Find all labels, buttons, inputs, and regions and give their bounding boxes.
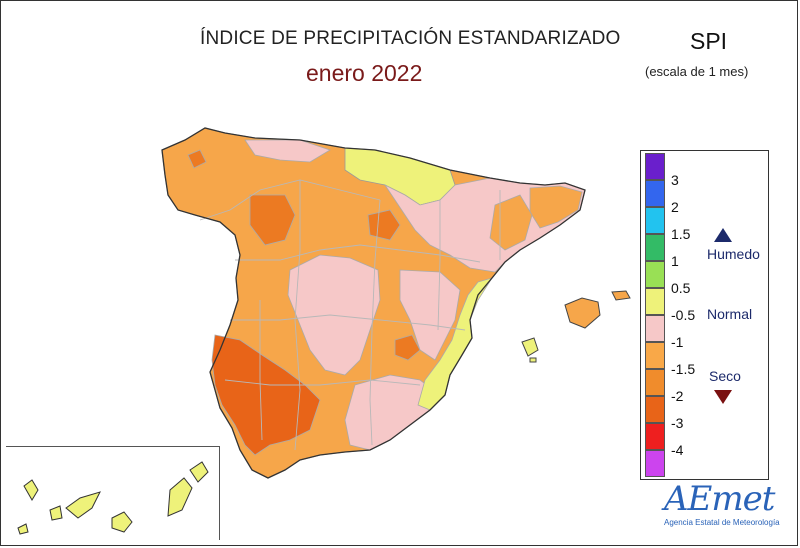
spi-legend: 3 2 1.5 1 0.5 -0.5 -1 -1.5 -2 -3 -4 Hume… [640, 150, 769, 480]
galicia-dry-patch [187, 149, 207, 169]
legend-tick: -0.5 [671, 307, 696, 323]
menorca-island [611, 290, 631, 301]
legend-tick: -1.5 [671, 361, 696, 377]
legend-swatch-3 [645, 234, 665, 261]
legend-tick: 0.5 [671, 280, 691, 296]
legend-swatch-6 [645, 315, 665, 342]
la-mancha-normal-region [399, 269, 461, 361]
ebro-dry-patch [489, 194, 533, 251]
legend-tick: -2 [671, 388, 684, 404]
canary-islands-inset [6, 446, 220, 540]
index-label: SPI [690, 28, 728, 54]
north-dry-patch [367, 209, 401, 241]
humid-category-label: Humedo [707, 246, 760, 262]
legend-swatch-9 [645, 396, 665, 423]
legend-tick: -4 [671, 442, 684, 458]
legend-swatch-7 [645, 342, 665, 369]
legend-swatch-1 [645, 180, 665, 207]
map-title: ÍNDICE DE PRECIPITACIÓN ESTANDARIZADO [200, 28, 621, 49]
legend-swatch-4 [645, 261, 665, 288]
legend-tick: 1 [671, 253, 679, 269]
east-dry-patch [394, 334, 421, 361]
west-dry-region [249, 194, 296, 246]
southwest-very-dry-region [211, 334, 321, 456]
normal-category-label: Normal [707, 306, 753, 322]
province-borders [199, 179, 501, 451]
legend-swatch-2 [645, 207, 665, 234]
peninsula-outline [161, 127, 586, 479]
legend-swatch-11 [645, 450, 665, 477]
legend-swatch-10 [645, 423, 665, 450]
dry-category-label: Seco [709, 368, 741, 384]
formentera-island [529, 357, 537, 363]
legend-swatch-8 [645, 369, 665, 396]
aemet-logo: AEmet Agencia Estatal de Meteorología [664, 480, 784, 540]
aemet-logo-wordmark: AEmet [664, 479, 775, 519]
aemet-logo-caption: Agencia Estatal de Meteorología [664, 518, 780, 527]
humid-triangle-icon [714, 228, 732, 242]
map-subtitle: enero 2022 [306, 60, 423, 86]
ibiza-island [521, 337, 539, 357]
catalonia-dry-region [529, 185, 583, 229]
legend-tick: -1 [671, 334, 684, 350]
canary-islands [17, 461, 209, 535]
legend-swatch-0 [645, 153, 665, 180]
legend-tick: 1.5 [671, 226, 691, 242]
legend-tick: -3 [671, 415, 684, 431]
scale-note: (escala de 1 mes) [645, 64, 749, 79]
legend-tick: 2 [671, 199, 679, 215]
legend-tick: 3 [671, 172, 679, 188]
legend-swatch-5 [645, 288, 665, 315]
mallorca-island [564, 297, 601, 329]
dry-triangle-icon [714, 390, 732, 404]
